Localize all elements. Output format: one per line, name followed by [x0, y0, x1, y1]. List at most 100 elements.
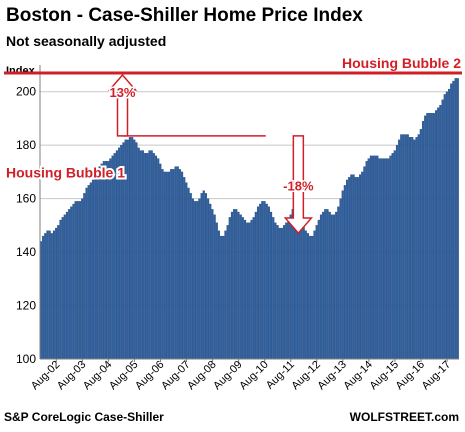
y-tick-label: 160: [16, 192, 36, 206]
bar: [211, 209, 214, 360]
bar-series: [39, 78, 459, 360]
bar: [439, 104, 442, 360]
bar: [339, 198, 342, 360]
bar: [150, 150, 153, 360]
bar: [389, 155, 392, 360]
bar: [393, 150, 396, 360]
bar: [237, 211, 240, 360]
bar: [441, 99, 444, 360]
bar: [437, 107, 440, 360]
y-tick-labels: 100 120 140 160 180 200: [16, 85, 36, 366]
bar: [226, 225, 229, 360]
bar: [335, 211, 338, 360]
bar: [354, 177, 357, 360]
bar: [161, 169, 164, 360]
bar: [189, 193, 192, 360]
fall-arrow: [283, 135, 313, 235]
bar: [107, 161, 110, 360]
bar: [59, 219, 62, 360]
bar: [385, 158, 388, 360]
bar: [419, 129, 422, 360]
bar: [272, 217, 275, 360]
bar: [174, 166, 177, 360]
bar: [363, 166, 366, 360]
bar: [243, 219, 247, 360]
bar: [131, 137, 134, 360]
bar: [391, 153, 394, 360]
bar: [233, 209, 236, 360]
bar: [454, 78, 457, 360]
bar: [376, 155, 379, 360]
bar: [183, 177, 186, 360]
bar: [417, 134, 420, 360]
bar: [415, 137, 418, 360]
bar: [263, 201, 266, 360]
bar: [137, 147, 140, 360]
bar: [400, 134, 403, 360]
bar: [72, 203, 75, 360]
bar: [200, 193, 203, 360]
bar: [228, 217, 231, 360]
bar: [402, 134, 405, 360]
bar: [348, 177, 351, 360]
bar: [319, 214, 323, 360]
bar: [378, 158, 381, 360]
bar: [81, 198, 84, 360]
bar: [332, 214, 336, 360]
bar: [387, 158, 390, 360]
bar: [111, 155, 114, 360]
bar: [170, 169, 173, 360]
bar: [287, 219, 290, 360]
bar: [135, 142, 138, 360]
bar: [313, 230, 316, 360]
bar: [324, 209, 327, 360]
bar: [448, 88, 451, 360]
bar: [315, 225, 318, 360]
bar: [139, 150, 142, 360]
bar: [293, 209, 297, 360]
bar: [48, 230, 51, 360]
bar: [85, 187, 88, 360]
bar: [395, 145, 399, 360]
bar: [74, 201, 77, 360]
bar: [380, 158, 383, 360]
fall-label: -18%: [283, 179, 314, 194]
bar: [180, 171, 184, 360]
bar: [78, 201, 82, 360]
bar: [302, 225, 305, 360]
bar: [42, 235, 45, 360]
source-label: S&P CoreLogic Case-Shiller: [4, 410, 164, 424]
bubble1-label: Housing Bubble 1: [6, 164, 125, 180]
bar: [207, 198, 210, 360]
bar: [289, 214, 292, 360]
bar: [241, 217, 244, 360]
x-tick-label: Aug-10: [237, 359, 271, 393]
bar: [167, 171, 171, 360]
bar: [372, 155, 375, 360]
bar: [252, 217, 255, 360]
bar: [450, 83, 453, 360]
bar: [239, 214, 242, 360]
bar: [261, 201, 264, 360]
y-tick-label: 100: [16, 352, 36, 366]
bar: [304, 230, 307, 360]
bar: [326, 209, 329, 360]
bar: [217, 230, 221, 360]
y-tick-label: 200: [16, 85, 36, 99]
bar: [445, 91, 448, 360]
chart-title: Boston - Case-Shiller Home Price Index: [6, 5, 363, 26]
bar: [176, 166, 179, 360]
bar: [46, 230, 49, 360]
bar: [196, 201, 199, 360]
bar: [89, 182, 92, 360]
bar: [456, 78, 459, 360]
rise-arrow: [107, 73, 138, 137]
bar: [250, 219, 253, 360]
bar: [345, 179, 349, 360]
bar: [317, 219, 320, 360]
bar: [185, 182, 188, 360]
bar: [374, 155, 377, 360]
bar: [68, 209, 71, 360]
bar: [367, 158, 370, 360]
